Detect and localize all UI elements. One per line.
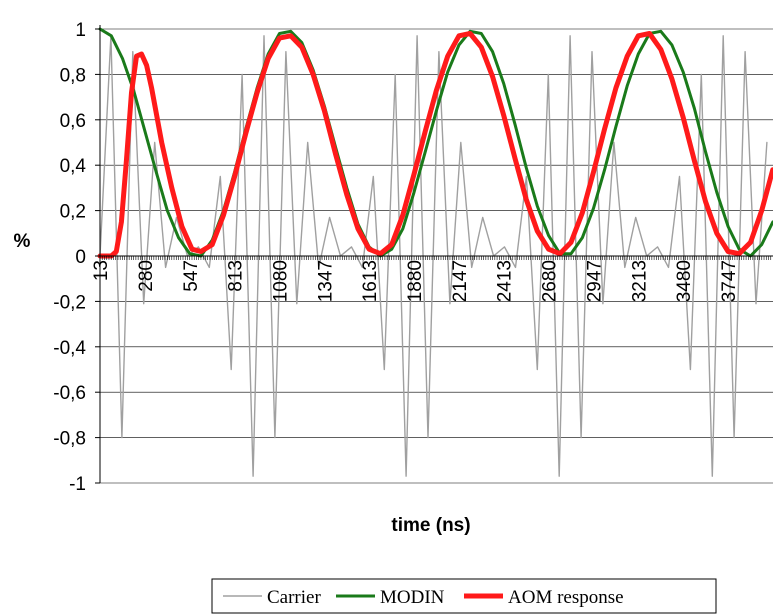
y-tick-label: 0	[75, 247, 86, 268]
x-tick-label: 2680	[540, 260, 561, 302]
y-tick-label: -1	[69, 474, 86, 495]
y-tick-label: 0,6	[60, 111, 86, 132]
y-tick-label: 1	[75, 20, 86, 41]
y-tick-labels: 1 0,8 0,6 0,4 0,2 0 -0,2 -0,4 -0,6 -0,8 -1	[53, 20, 86, 495]
series-lines	[97, 27, 773, 477]
x-tick-label: 3480	[674, 260, 695, 302]
x-tick-label: 2413	[495, 260, 516, 302]
x-tick-label: 13	[91, 260, 112, 281]
x-tick-labels: 13 280 547 813 1080 1347 1613 1880 2147 2413 2680 2…	[91, 260, 740, 302]
x-tick-label: 1080	[270, 260, 291, 302]
y-tick-label: -0,6	[53, 383, 86, 404]
y-axis-title: %	[14, 231, 31, 252]
y-tick-label: 0,2	[60, 202, 86, 223]
legend: Carrier MODIN AOM response	[211, 578, 717, 614]
x-tick-label: 1880	[405, 260, 426, 302]
x-tick-label: 1347	[315, 260, 336, 302]
y-tick-label: 0,8	[60, 65, 86, 86]
x-axis-title: time (ns)	[391, 515, 470, 536]
x-tick-label: 3213	[629, 260, 650, 302]
legend-label: Carrier	[267, 587, 321, 608]
x-tick-label: 547	[181, 260, 202, 292]
y-tick-label: -0,8	[53, 429, 86, 450]
x-tick-label: 2947	[585, 260, 606, 302]
x-tick-label: 3747	[719, 260, 740, 302]
series-line-carrier	[99, 35, 768, 477]
x-tick-label: 280	[136, 260, 157, 292]
y-tick-label: 0,4	[60, 156, 87, 177]
x-tick-label: 2147	[450, 260, 471, 302]
x-tick-label: 813	[226, 260, 247, 292]
legend-label: AOM response	[508, 587, 624, 608]
y-tick-label: -0,2	[53, 292, 86, 313]
legend-label: MODIN	[380, 587, 445, 608]
axes	[95, 25, 773, 484]
series-line-aom-response	[97, 31, 773, 259]
y-tick-label: -0,4	[53, 338, 86, 359]
x-tick-label: 1613	[360, 260, 381, 302]
